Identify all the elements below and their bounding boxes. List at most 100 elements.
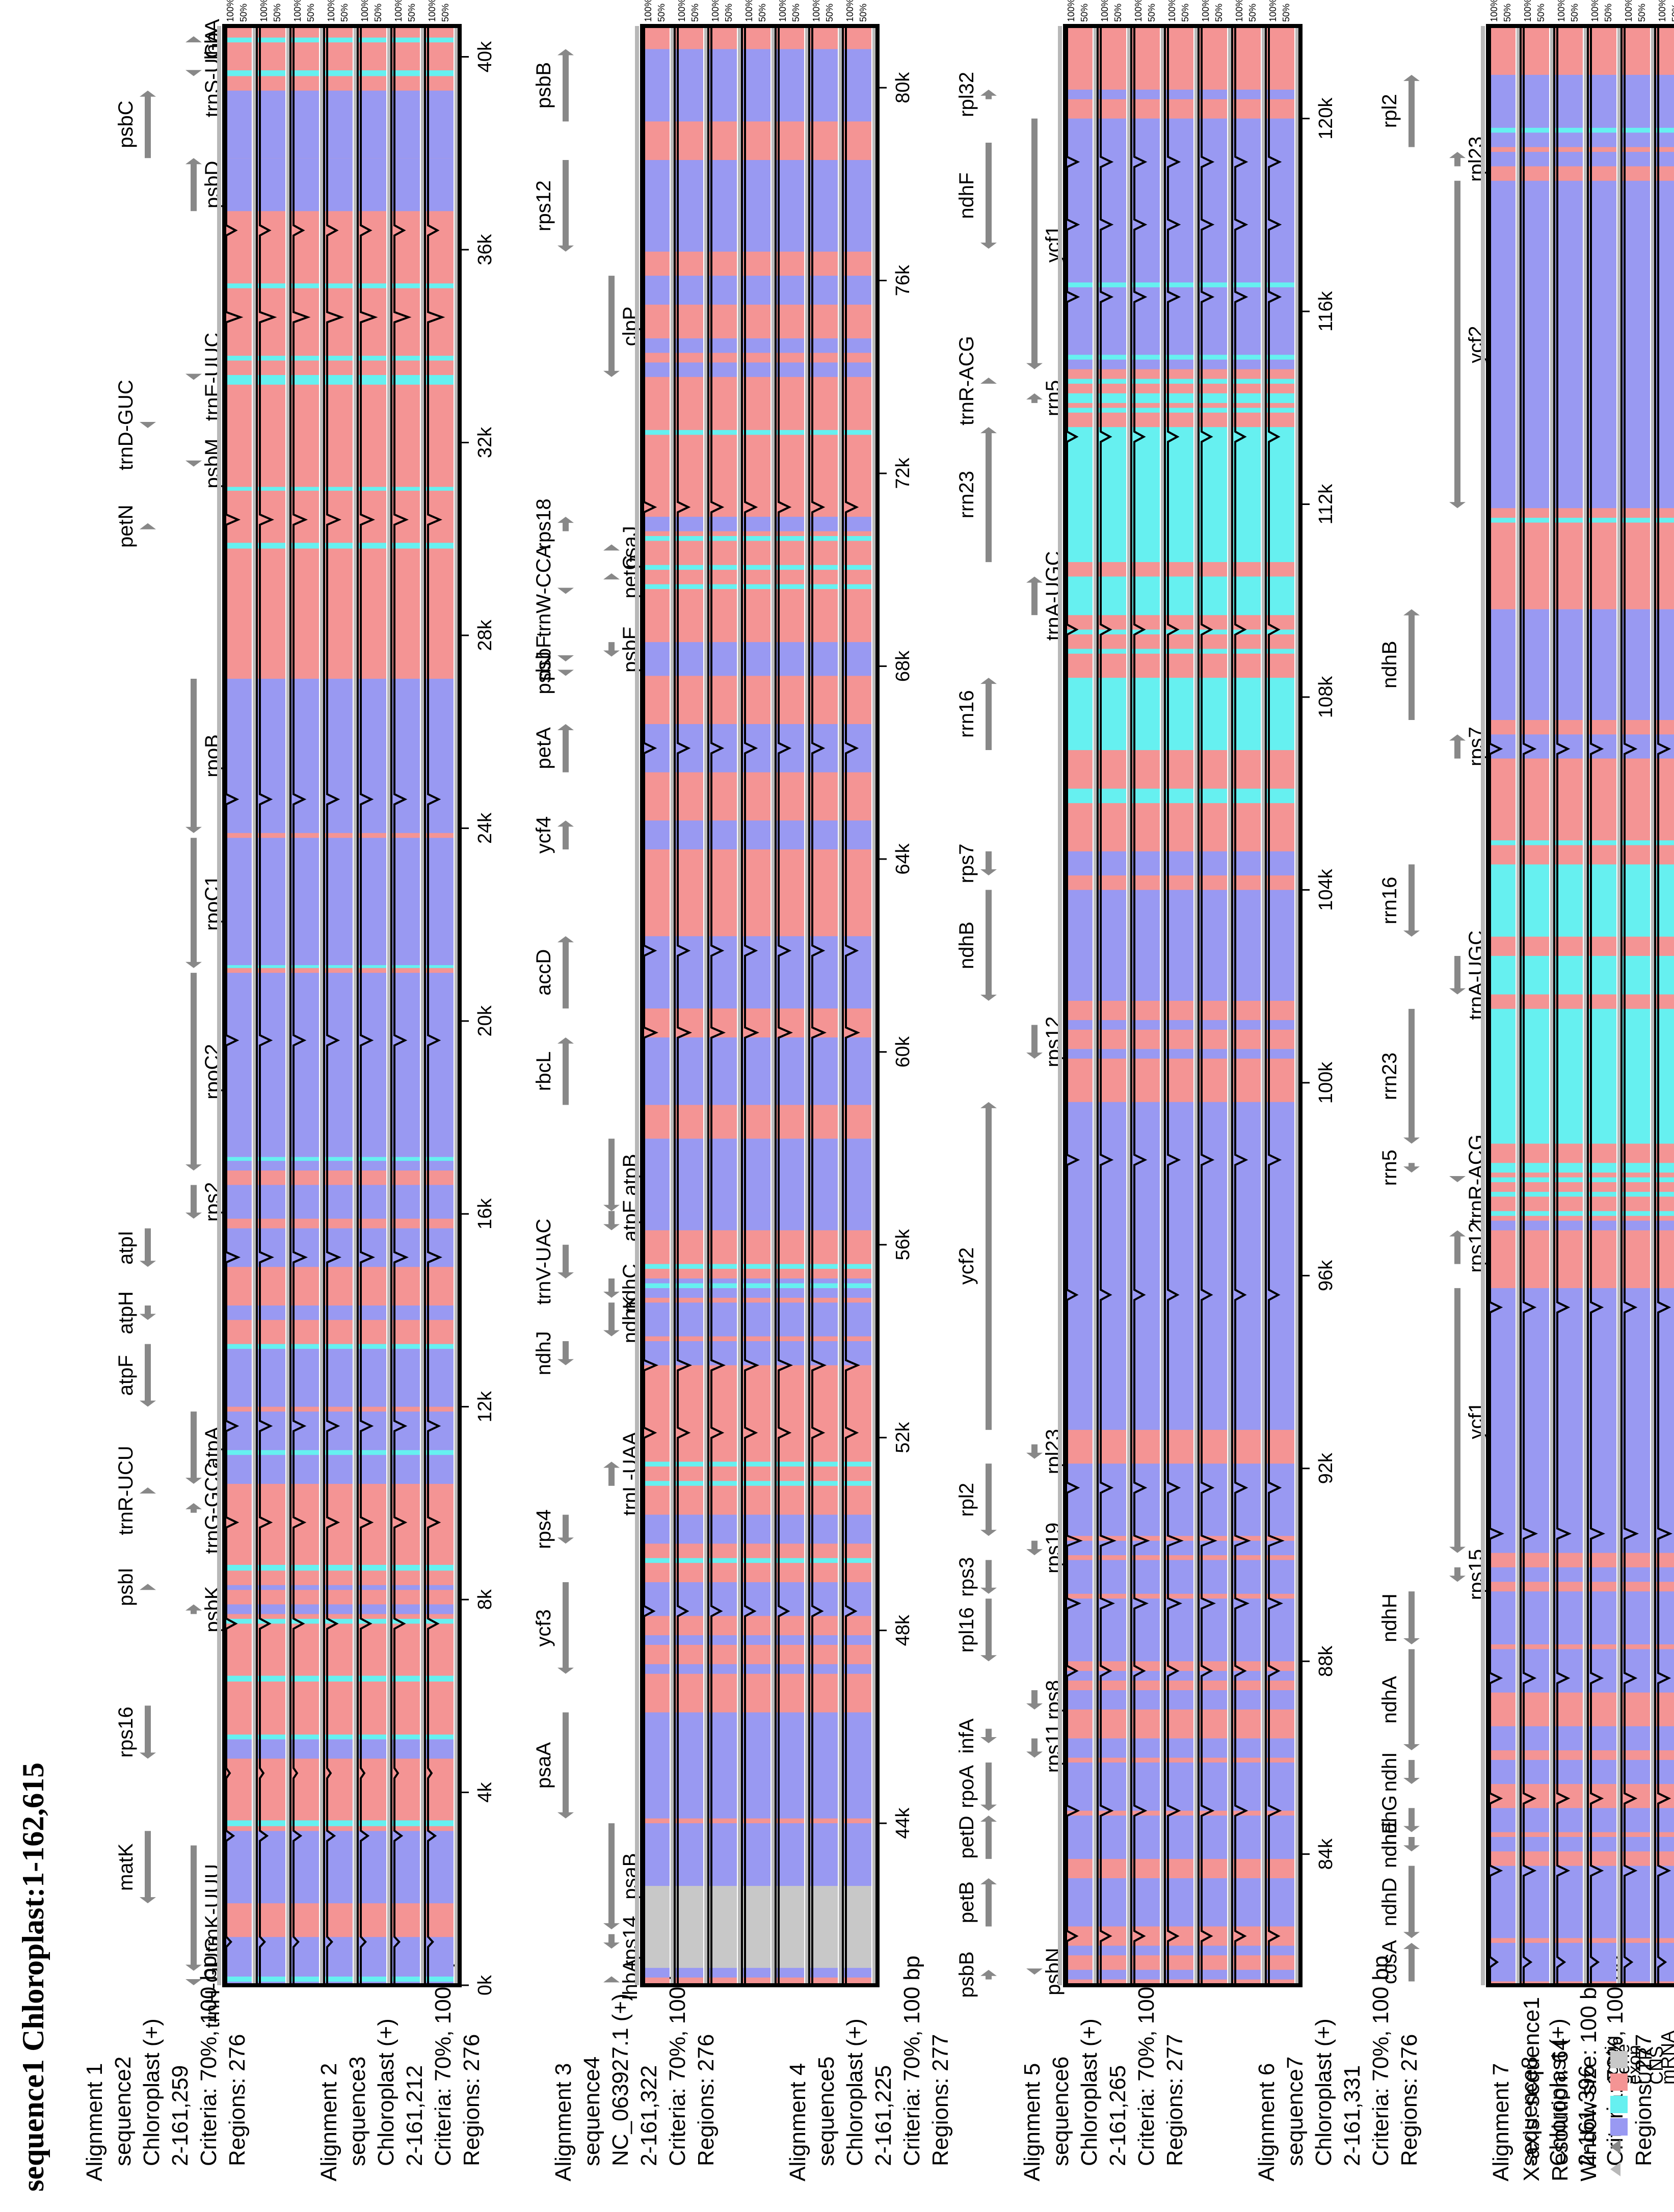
xtick-label: 84k <box>1315 1838 1337 1870</box>
gene-label-psbJ: psbJ <box>533 651 555 695</box>
utr-region <box>642 565 670 570</box>
utr-region <box>1623 955 1650 995</box>
gene-arrow-psbM <box>185 460 202 467</box>
alignment-6-criteria: Criteria: 70%, 100 bp <box>1368 1956 1393 2166</box>
exon-region <box>810 517 838 531</box>
utr-region <box>224 1735 252 1740</box>
gene-arrow-ndhC <box>603 1278 620 1298</box>
exon-region <box>743 276 770 305</box>
utr-region <box>844 430 871 435</box>
exon-region <box>426 1937 454 1985</box>
exon-region <box>426 1831 454 1904</box>
exon-region <box>777 49 804 122</box>
ytick-50: 50% <box>1670 4 1674 22</box>
utr-region <box>642 1283 670 1288</box>
gene-label-trnW-CCA: trnW-CCA <box>533 544 555 637</box>
exon-region <box>709 1712 737 1819</box>
utr-region <box>676 1461 703 1467</box>
utr-region <box>1200 379 1227 384</box>
utr-region <box>291 375 319 385</box>
ytick-100: 100% <box>293 0 303 22</box>
utr-region <box>1132 282 1160 287</box>
utr-region <box>325 283 353 288</box>
exon-region <box>810 1037 838 1105</box>
utr-region <box>1522 1177 1549 1183</box>
gene-arrow-psbK <box>185 1604 202 1614</box>
exon-region <box>359 973 386 1171</box>
ytick-100: 100% <box>845 0 855 22</box>
gene-arrow-petB <box>980 1878 997 1927</box>
exon-region <box>1656 1591 1674 1645</box>
ytick-100: 100% <box>360 0 370 22</box>
utr-region <box>1065 576 1093 616</box>
exon-region <box>709 276 737 305</box>
exon-region <box>1166 1878 1193 1927</box>
exon-region <box>291 158 319 211</box>
utr-region <box>1132 576 1160 616</box>
utr-region <box>743 1461 770 1467</box>
utr-region <box>258 965 285 968</box>
utr-region <box>258 356 285 361</box>
exon-region <box>258 1305 285 1320</box>
exon-region <box>1233 1762 1261 1811</box>
ytick-50: 50% <box>407 4 417 22</box>
utr-region <box>1099 408 1126 413</box>
exon-region <box>1233 851 1261 876</box>
exon-region <box>1488 1220 1516 1231</box>
utr-region <box>709 1461 737 1467</box>
ytick-100: 100% <box>811 0 821 22</box>
exon-region <box>291 838 319 968</box>
exon-region <box>224 1585 252 1590</box>
utr-region <box>291 965 319 968</box>
utr-region <box>1522 1211 1549 1216</box>
utr-region <box>224 375 252 385</box>
exon-region <box>1589 1942 1616 1982</box>
utr-region <box>676 1558 703 1563</box>
exon-region <box>1233 1540 1261 1556</box>
conservation-curve-2 <box>1100 26 1117 1985</box>
utr-region <box>1200 788 1227 804</box>
utr-region <box>1589 1008 1616 1144</box>
utr-region <box>1589 1177 1616 1183</box>
utr-region <box>1065 678 1093 751</box>
exon-region <box>1099 1540 1126 1556</box>
exon-region <box>676 338 703 353</box>
exon-region <box>1099 1762 1126 1811</box>
exon-region <box>642 49 670 122</box>
utr-region <box>676 584 703 590</box>
utr-region <box>291 1976 319 1982</box>
xtick-label: 4k <box>474 1781 496 1802</box>
utr-region <box>1555 1177 1583 1183</box>
utr-region <box>1488 840 1516 845</box>
gene-label-ycf2: ycf2 <box>955 1247 978 1285</box>
exon-region <box>1065 1878 1093 1927</box>
alignment-2-criteria: Criteria: 70%, 100 bp <box>431 1956 456 2166</box>
alignment-5-desc: Chloroplast (+) <box>1077 2018 1102 2166</box>
exon-region <box>258 90 285 158</box>
exon-region <box>1200 1690 1227 1710</box>
exon-region <box>258 1585 285 1590</box>
contig-bar <box>671 26 674 1985</box>
utr-region <box>1065 427 1093 563</box>
exon-region <box>1488 74 1516 147</box>
gene-arrow-psbD <box>185 158 202 211</box>
utr-region <box>1233 355 1261 360</box>
ytick-50: 50% <box>1147 4 1157 22</box>
contig-bar <box>805 26 808 1985</box>
exon-region <box>325 1185 353 1219</box>
utr-region <box>1099 393 1126 403</box>
exon-region <box>1555 1808 1583 1832</box>
exon-region <box>1166 1762 1193 1811</box>
gene-label-rpl16: rpl16 <box>955 1607 978 1653</box>
utr-region <box>224 1820 252 1826</box>
conservation-curve-5 <box>1201 26 1217 1985</box>
gene-arrow-ndhK <box>603 1302 620 1337</box>
ytick-100: 100% <box>1657 0 1667 22</box>
exon-region <box>1267 1049 1294 1059</box>
exon-region <box>743 160 770 252</box>
exon-region <box>642 517 670 531</box>
exon-region <box>1233 1969 1261 1980</box>
exon-region <box>1233 1020 1261 1030</box>
exon-region <box>1200 118 1227 369</box>
